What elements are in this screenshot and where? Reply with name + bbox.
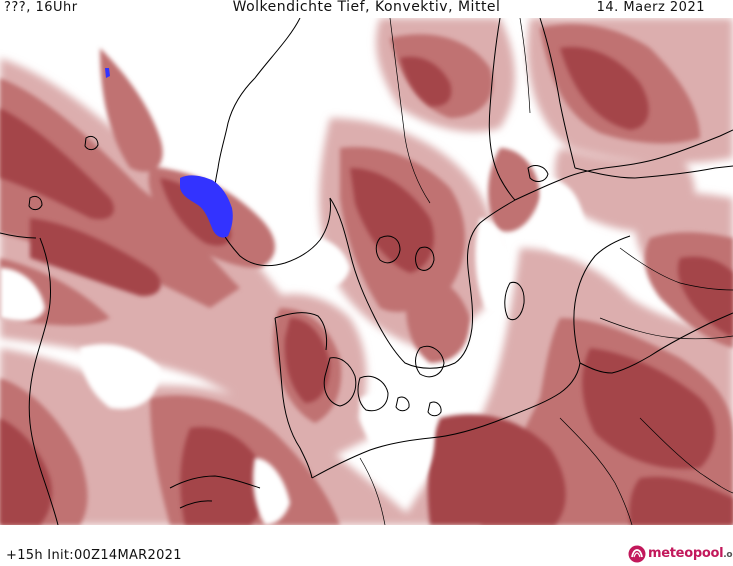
convective-cells bbox=[105, 68, 233, 238]
logo-text: meteopool.org bbox=[648, 546, 733, 561]
meteopool-logo-icon bbox=[628, 545, 646, 563]
borders bbox=[359, 18, 733, 525]
clear-areas bbox=[0, 178, 585, 525]
map-header: ???, 16Uhr Wolkendichte Tief, Konvektiv,… bbox=[0, 0, 733, 18]
meteopool-logo[interactable]: meteopool.org bbox=[628, 544, 733, 564]
cloud-density-map bbox=[0, 18, 733, 525]
map-footer: +15h Init:00Z14MAR2021 meteopool.org bbox=[0, 525, 733, 566]
forecast-time-label: ???, 16Uhr bbox=[4, 0, 78, 15]
forecast-date: 14. Maerz 2021 bbox=[596, 0, 705, 15]
map-title: Wolkendichte Tief, Konvektiv, Mittel bbox=[232, 0, 501, 15]
coastlines bbox=[0, 18, 733, 525]
cloud-layer-dense bbox=[0, 47, 733, 525]
run-info: +15h Init:00Z14MAR2021 bbox=[6, 548, 182, 563]
